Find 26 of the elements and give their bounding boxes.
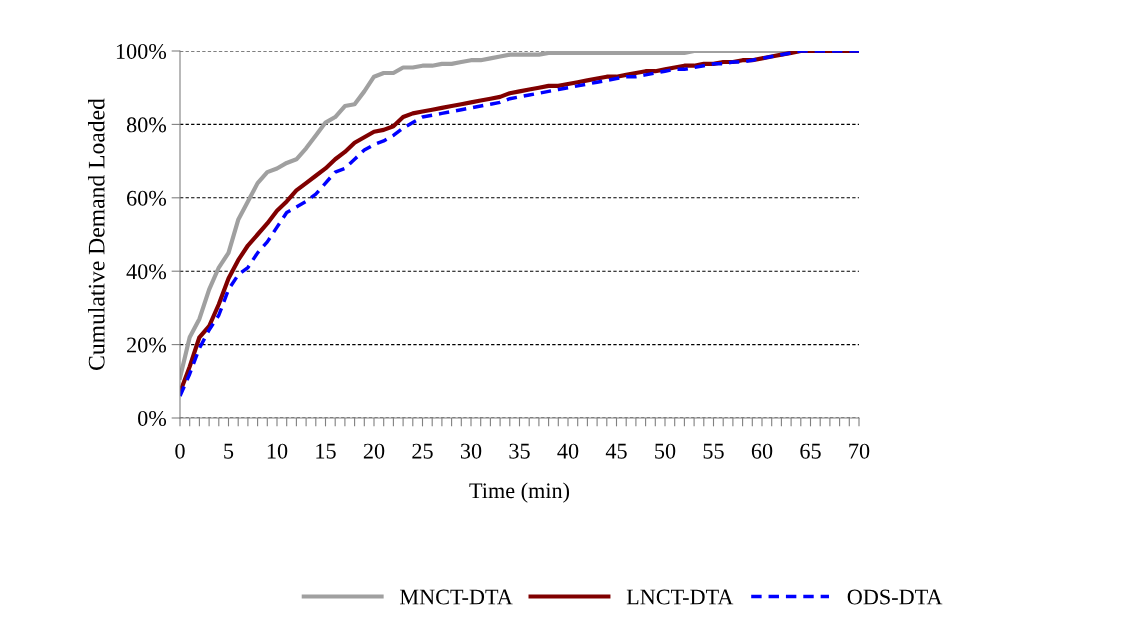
x-tick-label: 35 [509,443,530,459]
y-tick-label: 60% [127,190,167,206]
x-tick-label: 30 [460,443,482,459]
y-axis-title: Cumulative Demand Loaded [87,98,105,370]
x-tick-label: 40 [557,443,579,459]
x-tick-label: 5 [224,443,234,459]
x-tick-label: 0 [175,443,185,459]
x-tick-label: 10 [267,443,288,459]
y-tick-label: 0% [138,410,167,426]
y-tick-label: 100% [116,43,167,59]
x-tick-label: 55 [703,443,724,459]
x-axis-title: Time (min) [469,482,570,503]
y-tick-label: 20% [127,337,167,353]
x-tick-label: 60 [751,443,773,459]
y-tick-label: 80% [126,117,167,133]
y-tick-label: 40% [126,264,167,280]
legend-label: LNCT-DTA [626,589,734,605]
x-tick-label: 50 [655,443,676,459]
legend-label: ODS-DTA [847,589,943,605]
x-tick-label: 20 [363,443,385,459]
x-tick-label: 45 [605,443,627,459]
x-tick-label: 70 [849,443,870,459]
x-tick-label: 15 [316,443,336,459]
x-tick-label: 65 [800,443,821,459]
legend-label: MNCT-DTA [399,589,513,605]
x-tick-label: 25 [412,443,433,459]
